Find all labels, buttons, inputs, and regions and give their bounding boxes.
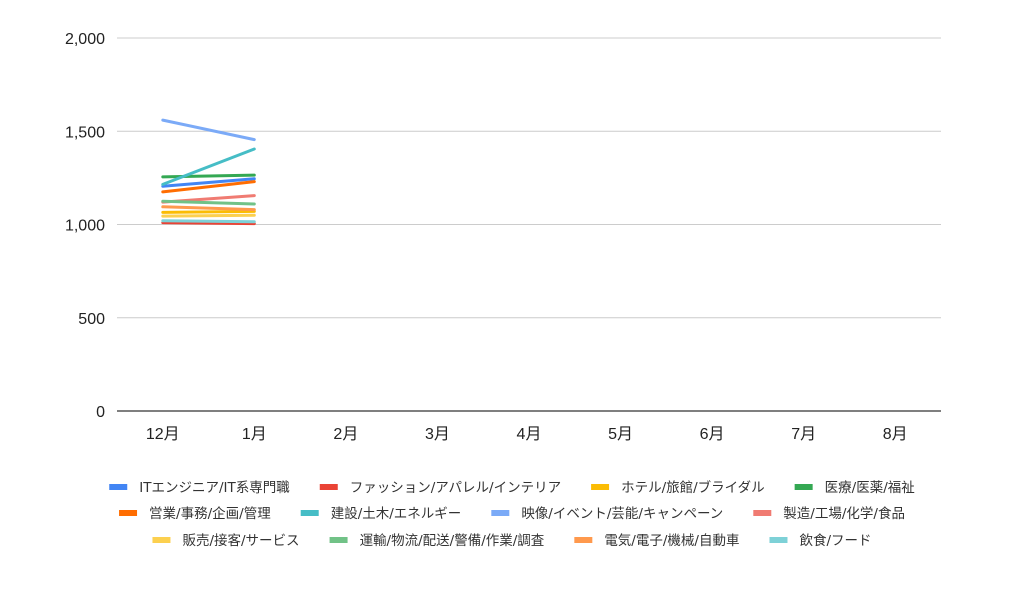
legend-swatch [319, 484, 338, 490]
y-tick-label: 500 [78, 311, 105, 328]
legend-label: 電気/電子/機械/自動車 [604, 533, 739, 549]
legend-item: 販売/接客/サービス [152, 532, 300, 549]
series-line [161, 219, 256, 224]
legend-swatch [574, 537, 593, 543]
x-tick-label: 3月 [425, 426, 450, 443]
legend-swatch [591, 484, 610, 490]
legend-item: 医療/医薬/福祉 [794, 479, 915, 496]
legend-label: 製造/工場/化学/食品 [783, 505, 905, 522]
x-tick-label: 2月 [333, 426, 358, 443]
x-tick-label: 5月 [608, 426, 633, 443]
x-tick-label: 1月 [242, 426, 267, 443]
legend-label: 営業/事務/企画/管理 [149, 505, 271, 522]
series-line [161, 180, 256, 194]
legend-item: 建設/土木/エネルギー [300, 506, 462, 522]
legend-label: 映像/イベント/芸能/キャンペーン [521, 506, 723, 522]
legend-label: 建設/土木/エネルギー [331, 506, 462, 522]
y-tick-label: 1,000 [65, 218, 105, 235]
series-line [161, 147, 256, 186]
legend-item: 映像/イベント/芸能/キャンペーン [491, 506, 723, 522]
series-line [161, 118, 256, 142]
legend-item: 電気/電子/機械/自動車 [574, 533, 739, 549]
series-line [161, 205, 256, 212]
y-axis: 0 500 1,000 1,500 2,000 [65, 31, 105, 421]
legend-label: 販売/接客/サービス [182, 532, 299, 549]
legend-swatch [152, 537, 171, 543]
legend-item: 運輸/物流/配送/警備/作業/調査 [329, 533, 545, 549]
series-line [161, 213, 256, 218]
y-tick-label: 2,000 [65, 31, 105, 48]
legend-swatch [794, 484, 813, 490]
legend-label: ファッション/アパレル/インテリア [350, 480, 561, 496]
legend-item: 飲食/フード [769, 532, 872, 549]
series-line [161, 177, 256, 188]
legend-swatch [119, 510, 138, 516]
series-line [161, 209, 256, 214]
legend-swatch [300, 510, 319, 516]
legend-item: ホテル/旅館/ブライダル [591, 479, 765, 496]
x-tick-label: 6月 [700, 426, 725, 443]
legend-swatch [753, 510, 772, 516]
legend-item: ファッション/アパレル/インテリア [319, 480, 561, 496]
series-line [161, 221, 256, 226]
legend-label: 医療/医薬/福祉 [825, 479, 915, 496]
legend-item: 製造/工場/化学/食品 [753, 505, 905, 522]
series-lines [161, 118, 256, 226]
series-line [161, 173, 256, 179]
legend-label: ホテル/旅館/ブライダル [621, 479, 765, 496]
y-tick-label: 0 [96, 404, 105, 421]
legend-swatch [329, 537, 348, 543]
legend: ITエンジニア/IT系専門職 ファッション/アパレル/インテリア ホテル/旅館/ブラ… [109, 479, 915, 549]
legend-label: 飲食/フード [799, 532, 871, 549]
legend-label: ITエンジニア/IT系専門職 [139, 480, 290, 496]
series-line [161, 199, 256, 206]
legend-swatch [109, 484, 128, 490]
legend-item: 営業/事務/企画/管理 [119, 505, 271, 522]
x-tick-label: 8月 [883, 426, 908, 443]
y-tick-label: 1,500 [65, 124, 105, 141]
legend-swatch [769, 537, 788, 543]
x-tick-label: 12月 [146, 426, 180, 443]
legend-item: ITエンジニア/IT系専門職 [109, 480, 290, 496]
x-tick-label: 7月 [791, 426, 816, 443]
x-tick-label: 4月 [517, 426, 542, 443]
legend-swatch [491, 510, 510, 516]
legend-label: 運輸/物流/配送/警備/作業/調査 [360, 533, 545, 549]
x-axis: 12月 1月 2月 3月 4月 5月 6月 7月 8月 [117, 410, 941, 443]
gridlines [117, 37, 941, 319]
